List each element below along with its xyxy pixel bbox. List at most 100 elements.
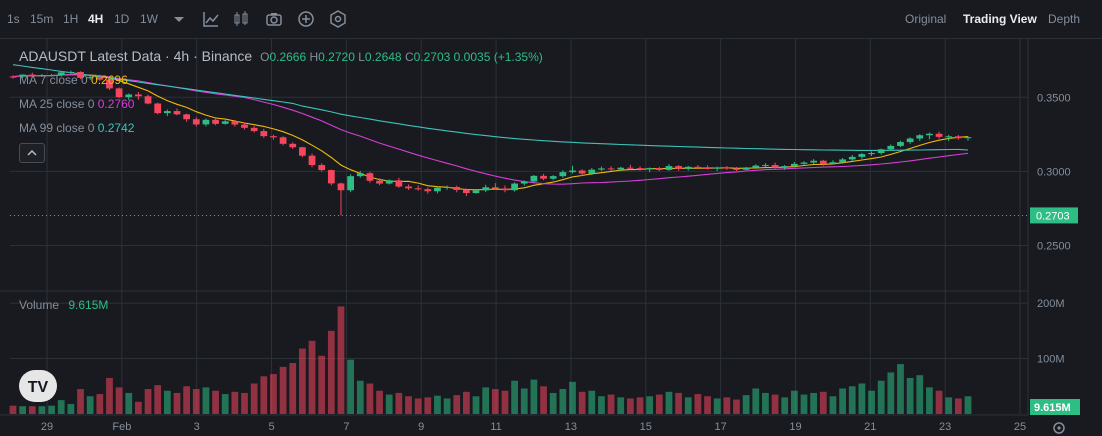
timeframe-1s[interactable]: 1s — [7, 12, 20, 26]
volume-bar — [115, 387, 123, 414]
volume-bar — [183, 386, 191, 414]
volume-tick-label: 200M — [1037, 298, 1065, 310]
view-original[interactable]: Original — [905, 12, 947, 26]
candlestick-chart[interactable]: 0.2500 0.3000 0.3500 100M 200M 29 Feb 3 5 7 9 11 13 1… — [0, 38, 1102, 436]
volume-bar — [38, 406, 46, 414]
indicator-icon[interactable] — [200, 8, 222, 30]
volume-bar — [366, 383, 374, 414]
volume-bar — [810, 392, 818, 414]
volume-bar — [327, 330, 335, 414]
interval: 4h — [173, 48, 190, 64]
ma25-legend: MA 25 close 0 0.2760 — [19, 97, 135, 111]
candle-body — [463, 189, 470, 194]
volume-bar — [482, 387, 490, 414]
open-value: 0.2666 — [269, 50, 307, 64]
candle-body — [270, 136, 277, 138]
timeframe-15m[interactable]: 15m — [30, 12, 54, 26]
candle-body — [858, 154, 866, 157]
moving-average-lines — [12, 64, 969, 191]
candle-body — [231, 121, 239, 125]
candle-body — [241, 124, 248, 128]
volume-bar — [540, 386, 547, 414]
volume-bar — [501, 390, 509, 414]
candle-body — [790, 163, 798, 167]
volume-bar — [491, 389, 499, 414]
candle-body — [945, 136, 953, 138]
collapse-legend-button[interactable] — [19, 143, 45, 163]
candle-body — [752, 165, 760, 168]
candle-body — [173, 111, 181, 115]
timeframe-1d[interactable]: 1D — [114, 12, 130, 26]
candle-body — [491, 187, 499, 189]
candle-body — [482, 187, 490, 191]
volume-bar — [308, 340, 316, 414]
time-tick-label: 21 — [864, 421, 876, 433]
svg-text:TV: TV — [28, 379, 49, 396]
candle-body — [626, 167, 634, 169]
volume-bar — [347, 359, 355, 414]
camera-icon[interactable] — [263, 8, 285, 30]
volume-bar — [607, 394, 615, 414]
volume-bar — [86, 396, 94, 414]
candle-body — [356, 173, 364, 177]
candle-body — [318, 165, 326, 171]
volume-bar — [742, 395, 750, 414]
settings-icon[interactable] — [327, 8, 349, 30]
ma25-value: 0.2760 — [97, 97, 135, 111]
volume-bar — [906, 377, 914, 414]
candle-body — [868, 153, 875, 155]
volume-bar — [202, 387, 210, 414]
volume-bar — [675, 392, 682, 414]
timeframe-1w[interactable]: 1W — [140, 12, 158, 26]
tradingview-logo-icon[interactable]: TV — [19, 370, 57, 402]
add-icon[interactable] — [295, 8, 317, 30]
volume-bar — [192, 389, 200, 414]
volume-bar — [752, 388, 760, 414]
candle-body — [810, 160, 818, 163]
ma99-value: 0.2742 — [97, 121, 135, 135]
volume-bar — [868, 390, 875, 414]
candle-body — [221, 121, 229, 124]
ma7-legend: MA 7 close 0 0.2696 — [19, 73, 128, 87]
volume-bar — [154, 385, 162, 414]
volume-bar — [376, 390, 383, 414]
volume-bar — [877, 380, 885, 414]
candle-body — [713, 167, 721, 169]
ma25-line — [12, 74, 969, 185]
volume-tick-label: 100M — [1037, 354, 1065, 366]
timeframe-1h[interactable]: 1H — [63, 12, 79, 26]
candle-body — [86, 77, 94, 79]
view-depth[interactable]: Depth — [1048, 12, 1081, 26]
volume-bar — [848, 386, 856, 414]
volume-bar — [241, 392, 248, 414]
ma7-line — [12, 74, 969, 191]
time-tick-label: 17 — [714, 421, 726, 433]
volume-bar — [839, 388, 846, 414]
candle-body — [762, 165, 769, 167]
candle-body — [453, 186, 461, 190]
volume-bar — [926, 387, 933, 414]
candle-body — [559, 172, 567, 177]
last-volume-tag — [1030, 399, 1080, 415]
view-trading-view[interactable]: Trading View — [963, 12, 1037, 26]
chevron-down-icon[interactable] — [168, 8, 190, 30]
candle-body — [19, 74, 27, 77]
volume-legend: Volume 9.615M — [19, 298, 109, 312]
candles — [9, 70, 972, 216]
candle-style-icon[interactable] — [230, 8, 252, 30]
candle-body — [9, 76, 17, 78]
volume-bar — [443, 398, 451, 414]
change-percent: (+1.35%) — [493, 50, 543, 64]
ma7-value: 0.2696 — [91, 73, 128, 87]
candle-body — [48, 75, 55, 77]
volume-bar — [964, 396, 972, 414]
volume-bar — [173, 392, 181, 414]
candle-body — [926, 133, 933, 136]
candle-body — [906, 138, 914, 143]
volume-bar — [395, 392, 403, 414]
chart-settings-icon[interactable] — [1050, 420, 1068, 436]
timeframe-4h[interactable]: 4H — [88, 12, 104, 26]
volume-bar — [19, 406, 27, 414]
candle-body — [771, 165, 779, 168]
chart-axes: 0.2500 0.3000 0.3500 100M 200M 29 Feb 3 5 7 9 11 13 1… — [10, 92, 1080, 433]
